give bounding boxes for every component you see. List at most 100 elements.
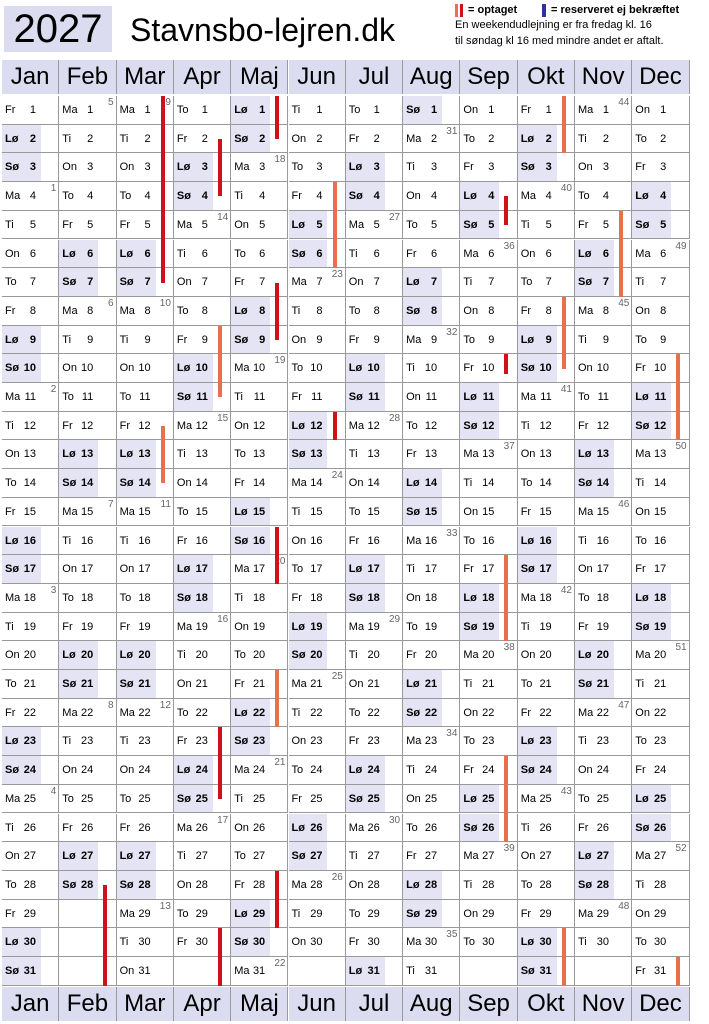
- day-number: 9: [373, 333, 380, 346]
- day-number: 22: [654, 706, 667, 719]
- day-cell: [59, 870, 117, 900]
- day-cell: [460, 670, 518, 699]
- weekend-shade: [288, 210, 328, 239]
- day-number: 19: [252, 620, 266, 633]
- week-number: 46: [618, 498, 630, 510]
- day-cell: [345, 268, 404, 297]
- week-number: 11: [160, 498, 171, 510]
- weekday: Lø: [578, 247, 592, 260]
- day-cell: [345, 124, 404, 154]
- weekday: Ti: [578, 936, 587, 949]
- day-number: 25: [138, 792, 151, 805]
- day-number: 27: [252, 850, 266, 863]
- day-cell: [116, 756, 174, 785]
- day-number: 18: [138, 591, 151, 604]
- day-cell: [173, 784, 232, 814]
- weekday: To: [176, 706, 189, 719]
- weekday: Ma: [176, 620, 193, 633]
- day-cell: [403, 469, 461, 498]
- day-number: 10: [482, 362, 495, 375]
- day-number: 16: [252, 534, 266, 547]
- weekend-shade: [2, 756, 41, 784]
- day-number: 27: [23, 850, 36, 863]
- day-number: 2: [488, 132, 495, 145]
- weekday: Fr: [406, 247, 417, 260]
- day-cell: [345, 325, 404, 355]
- day-number: 13: [252, 448, 266, 461]
- weekday: On: [520, 649, 536, 662]
- weekday: To: [578, 190, 590, 203]
- day-cell: [460, 325, 518, 355]
- day-number: 2: [29, 132, 36, 145]
- weekday: Ma: [62, 304, 78, 317]
- day-cell: [517, 784, 575, 814]
- weekday: Ti: [520, 620, 530, 633]
- day-number: 31: [367, 965, 380, 977]
- weekday: Sø: [635, 821, 650, 834]
- day-number: 20: [195, 649, 208, 662]
- booking-bar: [103, 885, 108, 986]
- weekday: To: [463, 735, 476, 748]
- weekday: Lø: [578, 649, 592, 662]
- day-cell: [345, 670, 404, 699]
- day-number: 4: [316, 190, 323, 203]
- day-cell: [116, 411, 174, 441]
- weekday: To: [176, 104, 189, 116]
- weekday: Ma: [234, 764, 250, 777]
- day-cell: [231, 784, 289, 814]
- weekend-shade: [345, 153, 385, 182]
- day-number: 12: [195, 419, 208, 432]
- day-cell: [2, 583, 60, 613]
- day-cell: [345, 698, 404, 728]
- day-cell: [173, 411, 232, 441]
- day-number: 19: [654, 620, 667, 633]
- month-header: Mar: [116, 60, 174, 94]
- day-number: 16: [138, 534, 151, 547]
- weekday: Ti: [5, 620, 14, 633]
- day-number: 24: [539, 764, 552, 777]
- day-cell: [231, 325, 289, 355]
- weekday: On: [5, 448, 20, 461]
- day-cell: [345, 239, 404, 269]
- weekday: Sø: [463, 620, 478, 633]
- weekday: Ti: [119, 534, 129, 547]
- day-number: 4: [488, 190, 495, 203]
- weekday: Fr: [234, 678, 245, 690]
- weekday: On: [234, 218, 249, 231]
- day-number: 21: [367, 678, 380, 690]
- weekday: Sø: [62, 477, 77, 490]
- day-cell: [345, 440, 404, 470]
- weekday: Fr: [291, 391, 302, 403]
- weekday: To: [119, 190, 132, 203]
- day-number: 14: [539, 477, 552, 490]
- weekday: Ma: [5, 591, 21, 604]
- weekday: Fr: [176, 132, 188, 145]
- weekday: To: [62, 391, 74, 403]
- day-cell: [517, 124, 575, 154]
- day-cell: [345, 210, 404, 240]
- weekday: Fr: [234, 276, 245, 289]
- week-number: 27: [388, 211, 401, 223]
- day-number: 20: [596, 649, 609, 662]
- day-cell: [59, 239, 117, 269]
- day-cell: [345, 555, 404, 584]
- day-number: 16: [23, 534, 36, 547]
- day-cell: [345, 870, 404, 900]
- booking-bar: [217, 325, 222, 398]
- booking-bar: [676, 957, 681, 986]
- weekday: Lø: [5, 936, 19, 949]
- day-number: 14: [23, 477, 36, 490]
- weekend-shade: [460, 583, 500, 612]
- day-number: 19: [138, 620, 151, 633]
- day-cell: [288, 899, 346, 929]
- day-number: 16: [195, 534, 208, 547]
- day-number: 25: [367, 792, 380, 805]
- day-cell: [173, 842, 232, 871]
- day-number: 27: [138, 850, 151, 863]
- weekday: Lø: [348, 161, 363, 174]
- weekend-shade: [403, 670, 443, 698]
- weekday: On: [635, 104, 650, 116]
- day-cell: [517, 268, 575, 297]
- weekday: Lø: [176, 362, 191, 375]
- week-number: 24: [331, 470, 343, 482]
